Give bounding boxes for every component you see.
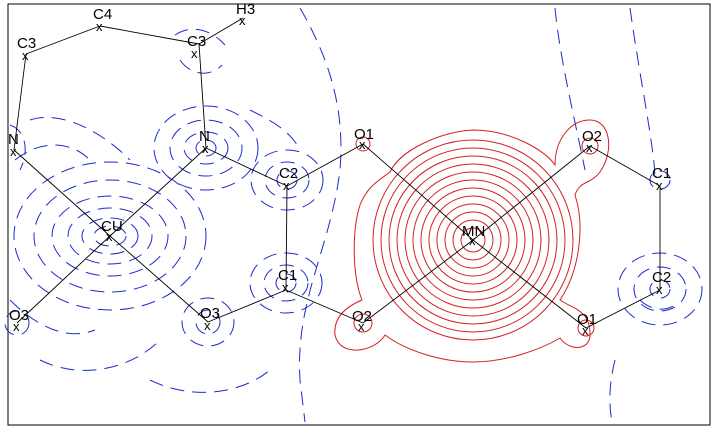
atom-marker: x [359,137,366,152]
atom-label: C3 [17,35,36,52]
atom-c2-right: C2 x [652,269,671,297]
atom-marker: x [656,282,663,297]
atom-marker: x [358,319,365,334]
atom-label: C2 [652,269,671,286]
atom-c1-left: C1 x [278,267,297,295]
bond-lines [13,17,661,329]
atom-marker: x [202,141,209,156]
atom-o2-bottom: O2 x [352,308,372,334]
atom-marker: x [10,144,17,159]
atom-o2-top: O2 x [582,128,602,155]
atom-label: C3 [187,33,206,50]
atom-marker: x [582,323,589,338]
atom-c3-right: C3 x [187,33,206,61]
atom-label: O3 [9,307,29,324]
atom-label: O2 [582,128,602,145]
atom-label: C1 [652,165,671,182]
atom-h3: H3 x [236,1,255,28]
atom-mn: MN x [462,223,485,248]
positive-density-contours [334,119,610,363]
atom-marker: x [191,46,198,61]
atom-marker: x [96,19,103,34]
atom-label: C1 [278,267,297,284]
atom-marker: x [13,319,20,334]
atom-marker: x [586,140,593,155]
atom-marker: x [239,13,246,28]
atom-marker: x [204,318,211,333]
atom-marker: x [282,280,289,295]
atom-label: O1 [354,126,374,143]
atom-n-left: N x [8,131,19,159]
atom-cu: CU x [101,218,123,244]
atom-label: MN [462,223,485,240]
atom-o1-bottom: O1 x [577,311,597,338]
atom-label: O3 [200,305,220,322]
atom-label: H3 [236,1,255,18]
atom-c2-left: C2 x [279,165,298,193]
atom-marker: x [469,233,476,248]
atom-label: O1 [577,311,597,328]
atom-c4: C4 x [93,6,112,34]
atom-label: O2 [352,308,372,325]
atom-marker: x [22,48,29,63]
negative-density-contours [4,7,703,423]
atom-o3-right: O3 x [200,305,220,333]
atom-o3-left: O3 x [9,307,29,334]
atom-marker: x [283,178,290,193]
atom-label: C4 [93,6,112,23]
atom-c3-left: C3 x [17,35,36,63]
atom-label: N [8,131,19,148]
atom-labels: C4 x H3 x C3 x C3 x N x N x CU x O3 x [8,1,671,338]
atom-c1-right: C1 x [652,165,671,193]
atom-marker: x [656,178,663,193]
atom-label: N [199,128,210,145]
plot-frame [7,3,711,426]
atom-label: C2 [279,165,298,182]
atom-label: CU [101,218,123,235]
atom-n-right: N x [199,128,210,156]
atom-o1-top: O1 x [354,126,374,152]
atom-marker: x [106,229,113,244]
